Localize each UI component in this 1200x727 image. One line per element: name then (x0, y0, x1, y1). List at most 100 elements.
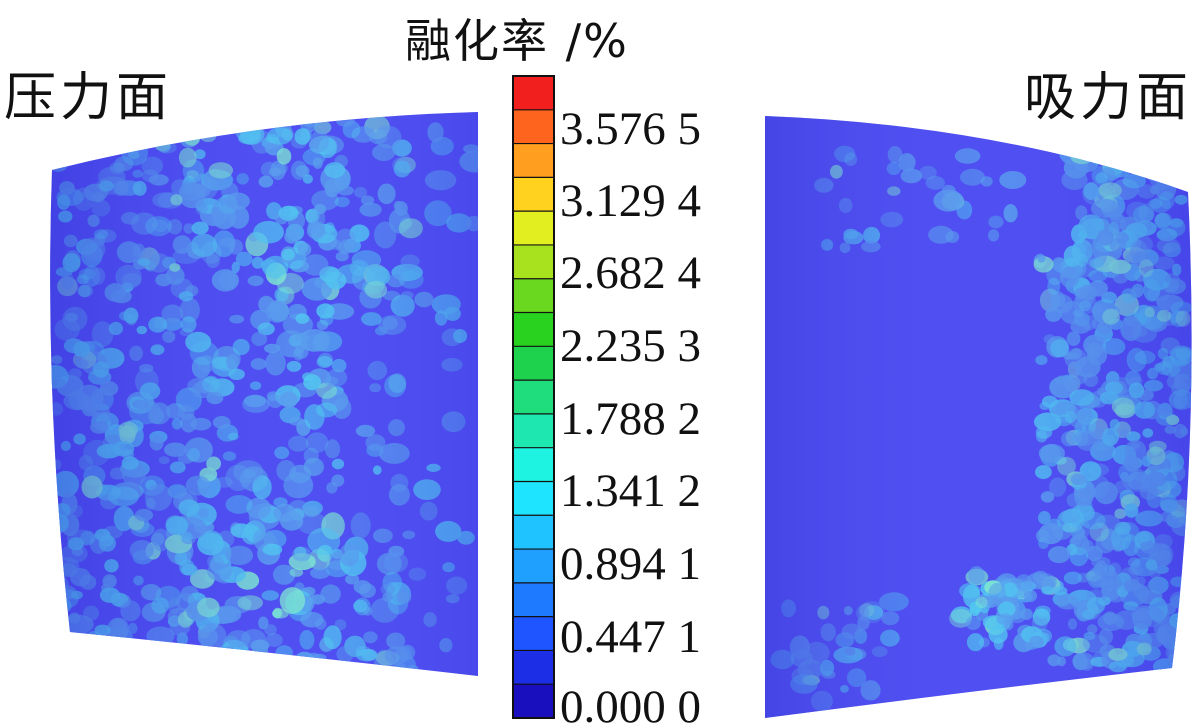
legend-color-segment (513, 312, 554, 347)
pressure-melt-spot (89, 634, 105, 647)
suction-melt-spot (1174, 142, 1192, 161)
pressure-melt-spot (125, 643, 148, 667)
pressure-melt-spot (167, 116, 182, 135)
legend-tick-label: 3.129 4 (560, 175, 701, 227)
pressure-melt-spot (187, 130, 199, 140)
pressure-melt-spot (65, 145, 82, 159)
legend-tick-label: 0.894 1 (560, 538, 701, 590)
legend-color-segment (513, 549, 554, 584)
legend-tick-label: 2.235 3 (560, 320, 701, 372)
legend-color-segment (513, 380, 554, 415)
legend-color-segment (513, 346, 554, 381)
suction-melt-spot (1153, 149, 1168, 162)
pressure-melt-spot (148, 639, 164, 653)
legend-color-segment (513, 582, 554, 617)
pressure-melt-spot (275, 662, 290, 674)
suction-surface-panel (765, 116, 1192, 718)
pressure-melt-spot (275, 662, 294, 676)
legend-tick-label: 2.682 4 (560, 247, 701, 299)
pressure-melt-spot (156, 653, 179, 672)
pressure-melt-spot (155, 642, 169, 655)
suction-melt-spot (1164, 170, 1178, 178)
pressure-melt-spot (82, 651, 105, 668)
pressure-melt-spot (72, 122, 88, 137)
pressure-melt-spot (317, 665, 331, 676)
suction-melt-spot (1165, 159, 1192, 175)
suction-melt-spot (1153, 159, 1170, 172)
pressure-melt-spot (73, 654, 85, 667)
pressure-melt-spot (125, 663, 150, 676)
suction-melt-spot (1162, 169, 1173, 179)
pressure-surface-panel (50, 112, 478, 676)
pressure-melt-spot (115, 657, 133, 675)
pressure-melt-spot (138, 645, 152, 659)
legend-color-segment (513, 616, 554, 651)
pressure-melt-spot (77, 653, 89, 666)
suction-melt-spot (1165, 147, 1180, 161)
pressure-melt-spot (124, 664, 149, 676)
color-legend-bar (512, 75, 555, 719)
legend-color-segment (513, 515, 554, 550)
pressure-melt-spot (60, 631, 74, 644)
pressure-melt-spot (192, 644, 214, 663)
pressure-melt-spot (223, 650, 235, 664)
suction-melt-spot (1152, 159, 1170, 181)
pressure-melt-spot (223, 654, 234, 665)
legend-tick-label: 0.447 1 (560, 611, 701, 663)
legend-tick-label: 1.788 2 (560, 393, 701, 445)
legend-color-segment (513, 76, 554, 111)
pressure-melt-spot (215, 115, 233, 128)
pressure-melt-spot (178, 128, 190, 139)
pressure-melt-spot (77, 632, 105, 652)
suction-melt-spot (1098, 149, 1121, 167)
pressure-melt-spot (156, 666, 175, 676)
legend-tick-label: 3.576 5 (560, 103, 701, 155)
pressure-melt-spot (97, 126, 110, 142)
suction-melt-spot (1174, 157, 1192, 173)
suction-melt-spot (1174, 156, 1189, 169)
pressure-melt-spot (265, 653, 281, 666)
legend-color-segment (513, 109, 554, 144)
pressure-melt-spot (58, 643, 82, 665)
legend-title: 融化率 /% (405, 14, 629, 68)
legend-color-segment (513, 684, 554, 719)
legend-tick-label: 1.341 2 (560, 465, 701, 517)
pressure-melt-spot (287, 666, 300, 676)
suction-melt-spot (1143, 168, 1158, 179)
pressure-melt-spot (50, 571, 65, 592)
pressure-melt-spot (210, 114, 231, 132)
legend-color-segment (513, 278, 554, 313)
legend-frame (512, 75, 555, 719)
suction-melt-spot (1145, 153, 1164, 172)
pressure-melt-spot (132, 123, 152, 148)
pressure-melt-spot (122, 124, 148, 141)
suction-melt-spot (1145, 153, 1164, 168)
pressure-melt-spot (70, 115, 88, 128)
color-legend-ticks: 3.576 5 3.129 4 2.682 4 2.235 3 1.788 2 1.341… (560, 103, 701, 727)
legend-color-segment (513, 413, 554, 448)
pressure-melt-spot (112, 132, 125, 144)
legend-tick-label: 0.000 0 (560, 681, 701, 727)
pressure-melt-spot (173, 116, 184, 127)
pressure-melt-spot (73, 119, 94, 144)
pressure-melt-spot (158, 645, 183, 669)
pressure-melt-spot (177, 644, 191, 658)
legend-color-segment (513, 211, 554, 246)
pressure-melt-spot (222, 657, 243, 674)
pressure-melt-spot (153, 118, 169, 130)
suction-melt-spot (1142, 147, 1159, 161)
legend-color-segment (513, 177, 554, 212)
pressure-surface-title: 压力面 (4, 68, 173, 128)
legend-color-segment (513, 244, 554, 280)
pressure-melt-spot (303, 662, 319, 674)
legend-color-segment (513, 650, 554, 685)
pressure-melt-spot (163, 656, 177, 668)
legend-color-segment (513, 143, 554, 178)
pressure-melt-spot (118, 650, 131, 665)
suction-melt-spot (1123, 150, 1143, 167)
pressure-melt-spot (109, 120, 123, 138)
suction-melt-spot (1145, 147, 1172, 168)
legend-color-segment (513, 447, 554, 482)
suction-surface-shading (765, 116, 1192, 718)
